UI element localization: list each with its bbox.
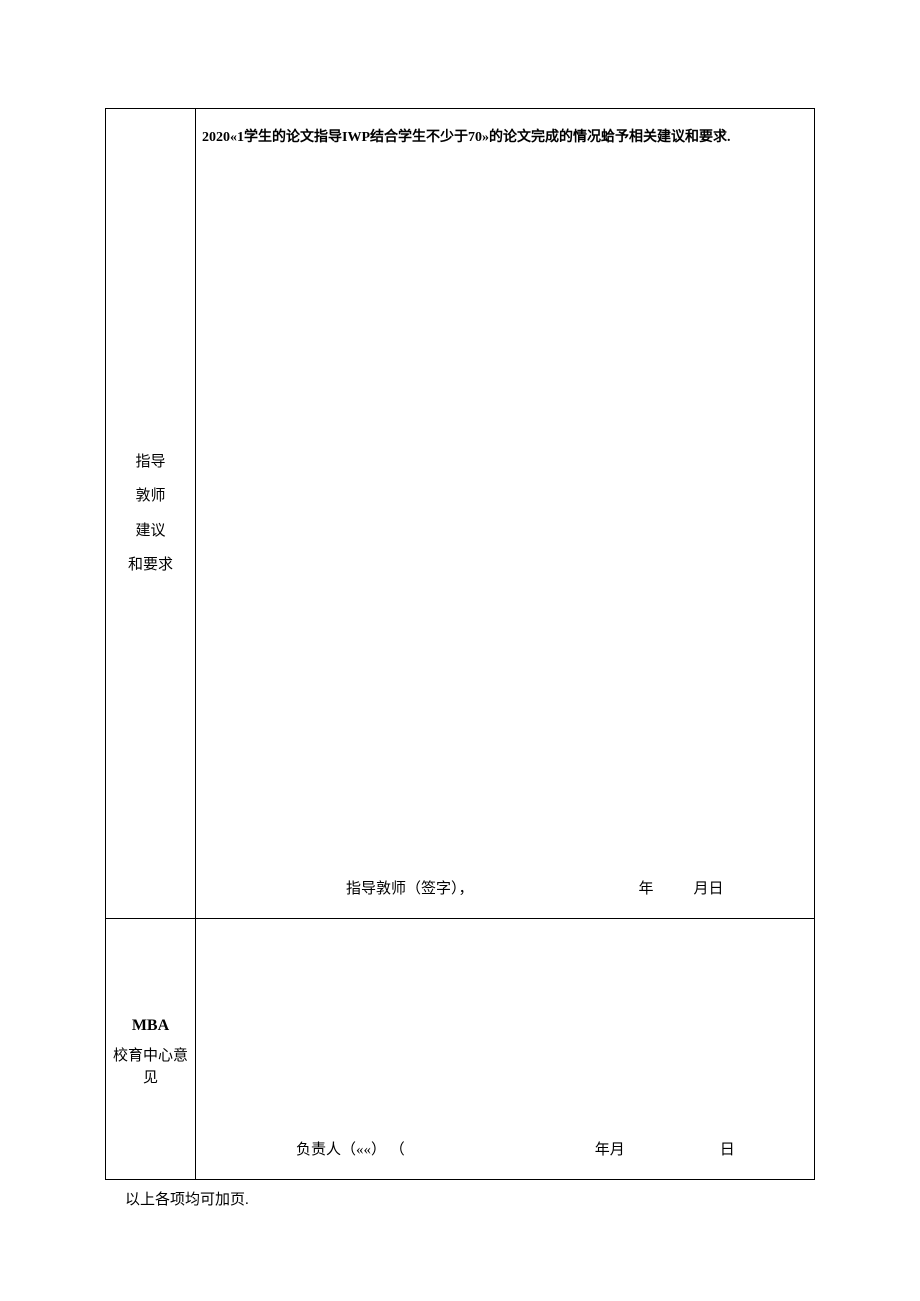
signature-label: 指导敦师（签字），	[346, 877, 474, 898]
mba-label-cell: MBA 校育中心意见	[106, 919, 196, 1179]
yearmonth-label: 年月	[595, 1138, 625, 1159]
label-text: 和要求	[128, 548, 173, 583]
mba-content-cell: 负责人（««） （ 年月 日	[196, 919, 814, 1179]
label-text: 指导	[135, 445, 165, 480]
day-label: 日	[720, 1138, 735, 1159]
year-label: 年	[639, 877, 654, 898]
mba-center-row: MBA 校育中心意见 负责人（««） （ 年月 日	[106, 919, 814, 1179]
center-label: 校育中心意见	[110, 1045, 191, 1090]
advisor-label-cell: 指导 敦师 建议 和要求	[106, 109, 196, 918]
instruction-text: 2020«1学生的论文指导IWP结合学生不少于70»的论文完成的情况蛤予相关建议…	[202, 119, 808, 149]
advisor-content-cell: 2020«1学生的论文指导IWP结合学生不少于70»的论文完成的情况蛤予相关建议…	[196, 109, 814, 918]
label-text: 敦师	[135, 479, 165, 514]
signature-label: 负责人（««） （	[296, 1138, 405, 1159]
monthday-label: 月日	[694, 877, 724, 898]
mba-signature-line: 负责人（««） （ 年月 日	[196, 1138, 814, 1159]
footer-note: 以上各项均可加页.	[105, 1180, 815, 1209]
form-table: 指导 敦师 建议 和要求 2020«1学生的论文指导IWP结合学生不少于70»的…	[105, 108, 815, 1180]
label-text: 建议	[135, 514, 165, 549]
advisor-suggestion-row: 指导 敦师 建议 和要求 2020«1学生的论文指导IWP结合学生不少于70»的…	[106, 109, 814, 919]
mba-label: MBA	[132, 1008, 169, 1045]
advisor-signature-line: 指导敦师（签字）， 年 月日	[196, 877, 814, 898]
